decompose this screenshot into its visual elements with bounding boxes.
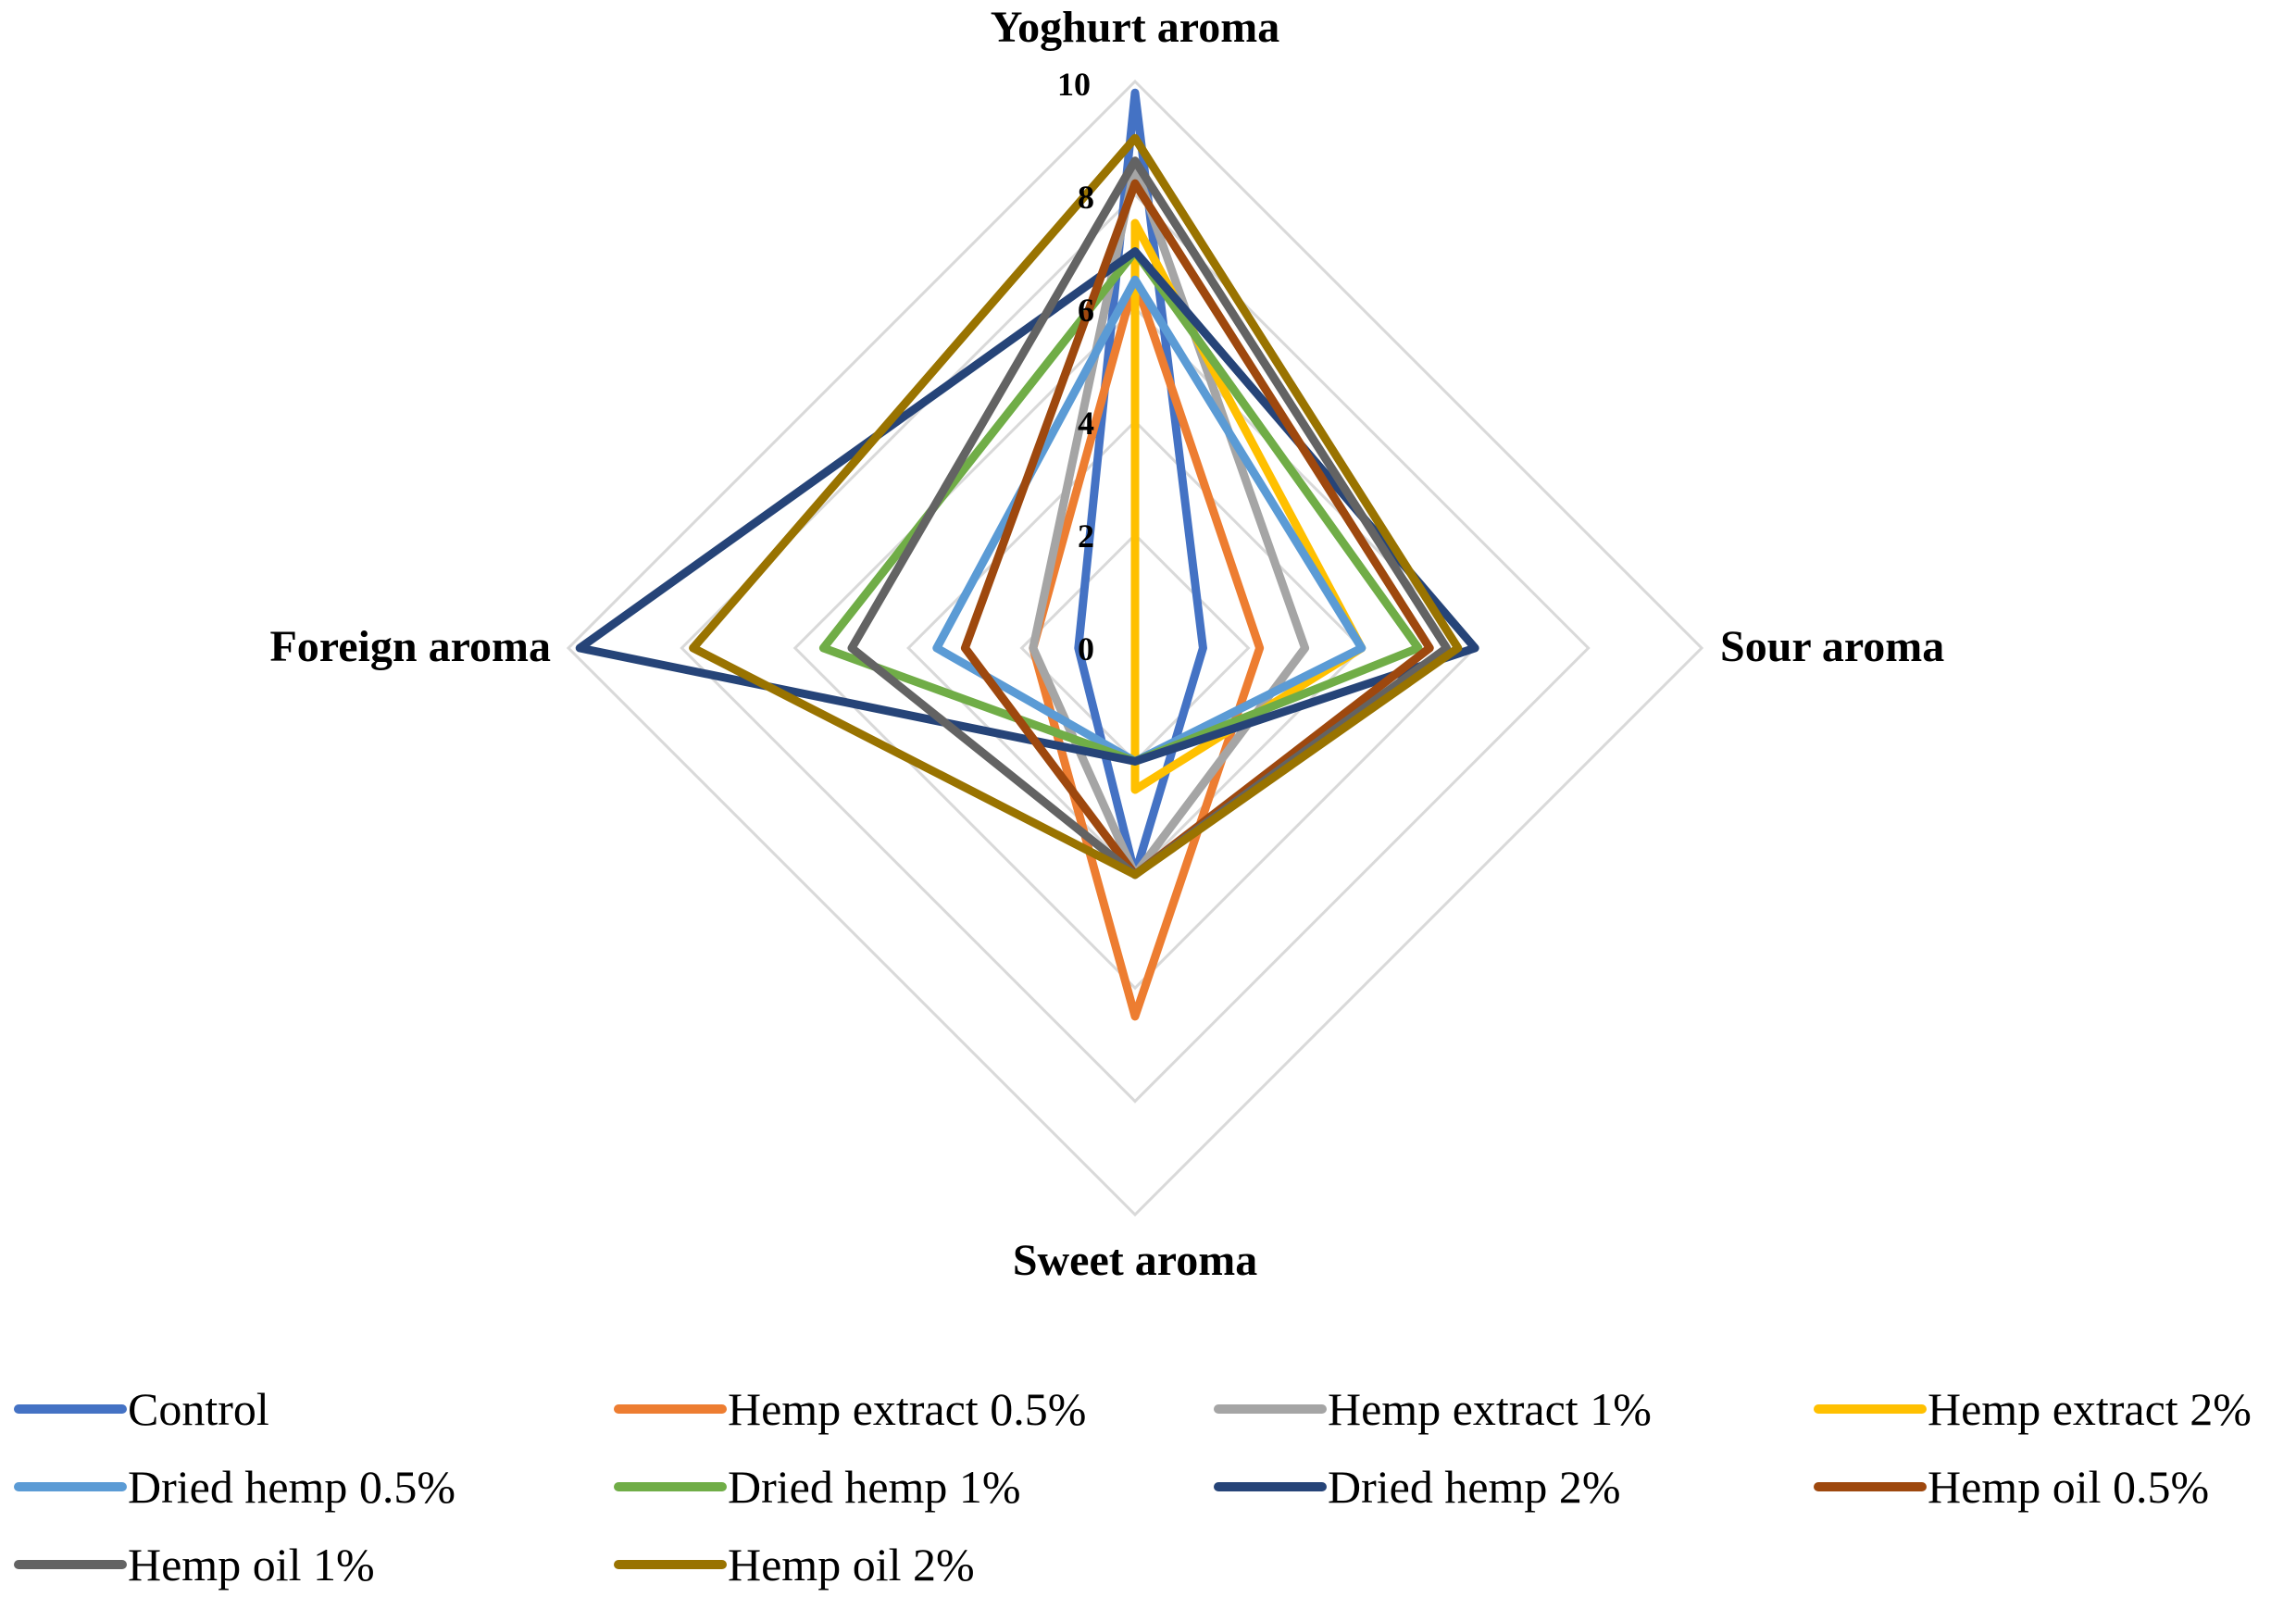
tick-label: 6	[1078, 292, 1094, 329]
radial-ticks: 0 2 4 6 8 10	[1057, 66, 1094, 667]
axis-labels: Yoghurt aroma Sour aroma Sweet aroma For…	[269, 3, 1944, 1285]
legend-label: Hemp oil 2%	[728, 1539, 975, 1590]
tick-label: 8	[1078, 179, 1094, 216]
legend-label: Hemp oil 0.5%	[1928, 1461, 2209, 1513]
legend-item: Hemp extract 2%	[1814, 1383, 2252, 1435]
legend-item: Hemp extract 1%	[1214, 1383, 1652, 1435]
legend-item: Hemp extract 0.5%	[614, 1383, 1086, 1435]
series-line	[1029, 275, 1265, 1021]
axis-label-sour: Sour aroma	[1720, 622, 1944, 671]
axis-label-sweet: Sweet aroma	[1013, 1236, 1257, 1285]
legend-item: Dried hemp 1%	[614, 1461, 1021, 1513]
grid-ring	[566, 79, 1704, 1217]
series-line	[689, 133, 1463, 879]
legend-item: Dried hemp 2%	[1214, 1461, 1621, 1513]
tick-label: 10	[1057, 66, 1091, 103]
legend-label: Hemp oil 1%	[128, 1539, 375, 1590]
axis-label-yoghurt: Yoghurt aroma	[991, 3, 1279, 52]
radar-series	[575, 88, 1479, 1021]
legend-label: Dried hemp 0.5%	[128, 1461, 455, 1513]
legend-label: Dried hemp 1%	[728, 1461, 1021, 1513]
legend-item: Dried hemp 0.5%	[14, 1461, 455, 1513]
legend-item: Hemp oil 0.5%	[1814, 1461, 2209, 1513]
series-line	[1130, 218, 1366, 794]
axis-label-foreign: Foreign aroma	[269, 622, 551, 671]
legend-label: Hemp extract 0.5%	[728, 1383, 1086, 1435]
legend-label: Dried hemp 2%	[1328, 1461, 1621, 1513]
tick-label: 4	[1078, 405, 1094, 442]
legend-item: Hemp oil 2%	[614, 1539, 975, 1590]
tick-label: 2	[1078, 518, 1094, 555]
legend-item: Control	[14, 1383, 269, 1435]
legend-label: Hemp extract 1%	[1328, 1383, 1652, 1435]
grid-ring	[680, 193, 1591, 1104]
legend: Control Hemp extract 0.5% Hemp extract 1% H…	[14, 1383, 2252, 1590]
legend-label: Control	[128, 1383, 269, 1435]
legend-label: Hemp extract 2%	[1928, 1383, 2252, 1435]
series-line	[960, 179, 1434, 879]
tick-label: 0	[1078, 630, 1094, 667]
legend-item: Hemp oil 1%	[14, 1539, 375, 1590]
